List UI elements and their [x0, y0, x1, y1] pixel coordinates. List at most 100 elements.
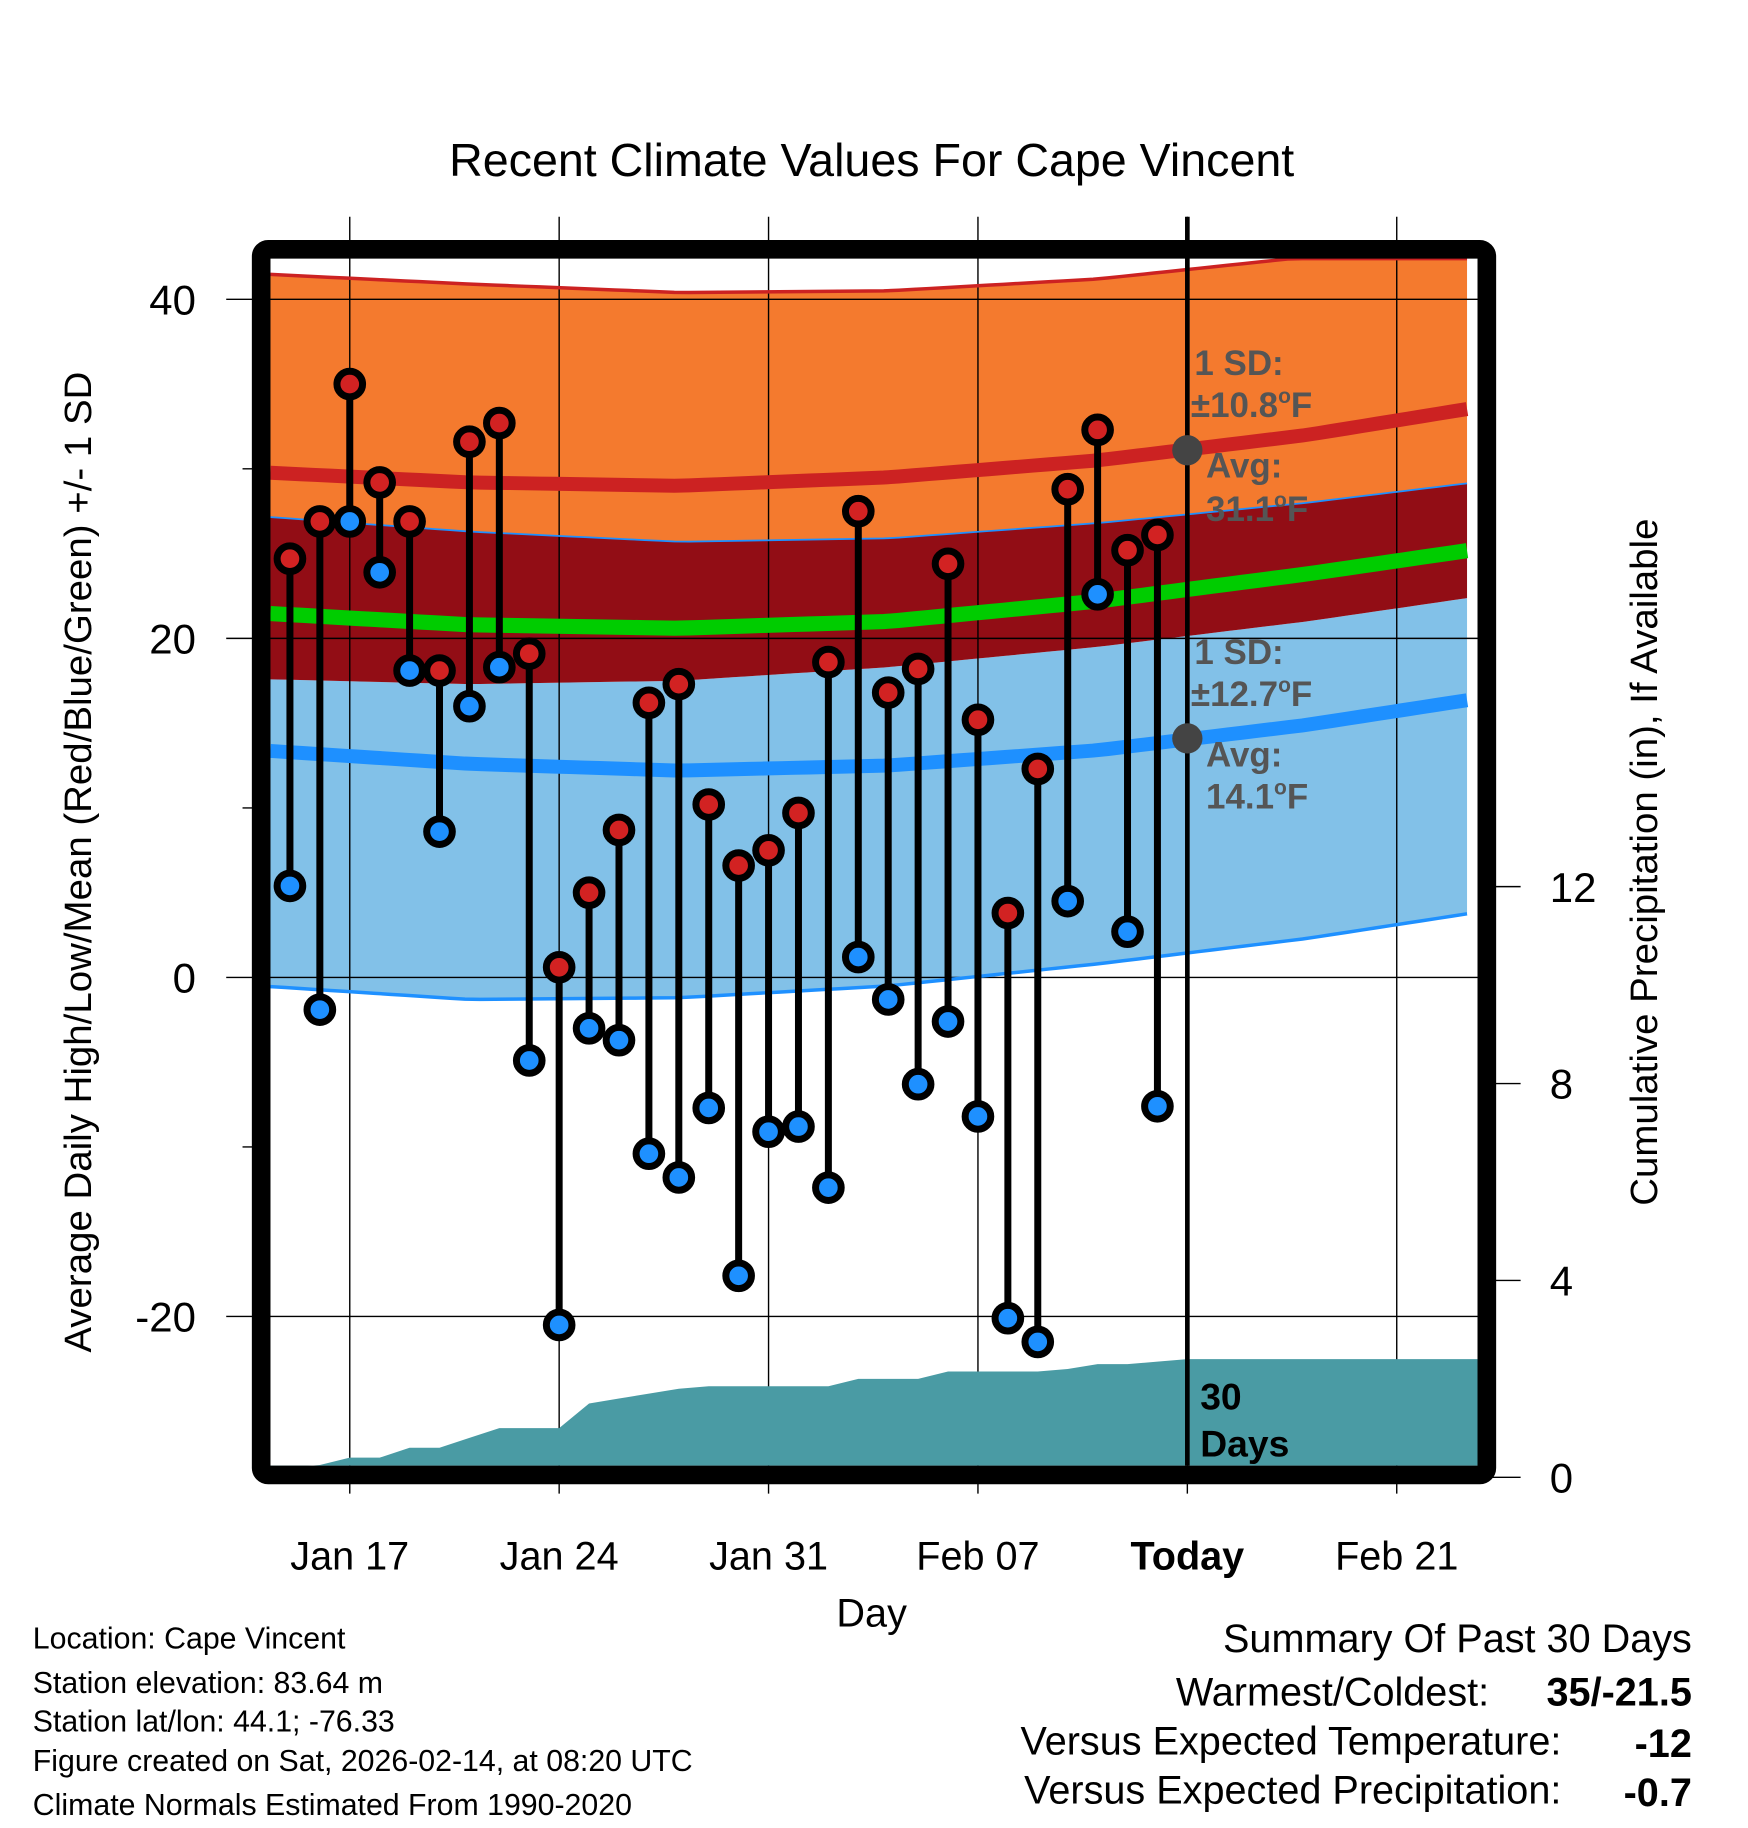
high-temp-point: [1021, 752, 1055, 786]
y-tick-label: 20: [149, 616, 196, 663]
low-temp-point: [991, 1301, 1025, 1335]
daily-record: [483, 406, 516, 684]
x-tick-label: Today: [1130, 1534, 1244, 1578]
summary-temp-value: -12: [1635, 1722, 1692, 1766]
daily-record: [1141, 518, 1174, 1123]
low-temp-point: [1111, 915, 1144, 948]
high-temp-point: [1081, 413, 1114, 447]
summary-warmest-label: Warmest/Coldest:: [1176, 1671, 1489, 1715]
footer-elevation: Station elevation: 83.64 m: [33, 1667, 383, 1700]
footer-created: Figure created on Sat, 2026-02-14, at 08…: [33, 1745, 693, 1778]
daily-record: [752, 833, 785, 1149]
high-avg-value: 31.1oF: [1206, 489, 1308, 529]
high-temp-point: [812, 645, 845, 679]
daily-record: [692, 788, 726, 1125]
daily-record: [1021, 752, 1055, 1359]
daily-record: [303, 505, 337, 1026]
high-temp-point: [1051, 472, 1085, 506]
y2-axis-label: Cumulative Precipitation (in), If Availa…: [1623, 519, 1666, 1206]
high-temp-point: [572, 876, 606, 909]
low-temp-point: [782, 1110, 815, 1143]
high-temp-point: [333, 367, 367, 401]
x-axis-label: Day: [836, 1591, 907, 1635]
low-sd-label: 1 SD:: [1194, 633, 1283, 672]
precip-cumulative-area: [270, 1359, 1478, 1478]
high-temp-point: [303, 505, 337, 538]
high-temp-point: [961, 703, 995, 737]
y-tick-label: 40: [149, 276, 196, 323]
low-temp-point: [722, 1259, 755, 1293]
low-temp-point: [602, 1023, 636, 1057]
daily-record: [1081, 413, 1114, 611]
daily-record: [871, 676, 905, 1016]
low-temp-point: [901, 1067, 935, 1101]
y2-tick-label: 0: [1550, 1454, 1573, 1501]
high-sd-band: [270, 258, 1468, 542]
daily-record: [572, 876, 606, 1045]
daily-record: [812, 645, 845, 1204]
summary-temp-label: Versus Expected Temperature:: [1020, 1720, 1561, 1764]
daily-record: [782, 796, 815, 1143]
y2-tick-label: 8: [1550, 1061, 1573, 1108]
high-temp-point: [363, 466, 396, 499]
y2-tick-label: 4: [1550, 1258, 1573, 1305]
low-temp-point: [483, 650, 516, 684]
precip-label-30: 30: [1200, 1376, 1241, 1418]
daily-record: [363, 466, 396, 589]
precip-area: [270, 1359, 1478, 1478]
low-temp-point: [333, 505, 367, 538]
daily-record: [961, 703, 995, 1133]
daily-record: [931, 547, 965, 1038]
x-tick-label: Feb 21: [1335, 1534, 1458, 1578]
summary-warmest-value: 35/-21.5: [1547, 1671, 1692, 1715]
low-avg-line: [270, 693, 1469, 778]
high-temp-point: [931, 547, 965, 581]
daily-record: [423, 654, 456, 848]
daily-record: [841, 494, 875, 974]
high-temp-point: [901, 652, 935, 686]
high-temp-point: [1141, 518, 1174, 552]
low-temp-point: [961, 1100, 995, 1133]
low-temp-point: [572, 1011, 606, 1045]
low-temp-point: [363, 555, 396, 589]
chart-title: Recent Climate Values For Cape Vincent: [449, 134, 1294, 186]
summary-precip-value: -0.7: [1624, 1771, 1692, 1815]
high-avg-marker: [1172, 435, 1203, 466]
low-temp-point: [931, 1005, 965, 1038]
daily-record: [273, 542, 307, 903]
high-temp-point: [453, 425, 486, 459]
high-temp-point: [692, 788, 726, 821]
daily-record: [901, 652, 935, 1101]
low-temp-point: [871, 983, 905, 1016]
high-temp-point: [632, 686, 666, 720]
low-avg-marker: [1172, 723, 1203, 754]
y-axis-label: Average Daily High/Low/Mean (Red/Blue/Gr…: [57, 372, 100, 1353]
daily-record: [512, 637, 546, 1077]
low-avg-label: Avg:: [1206, 736, 1282, 775]
low-avg-value: 14.1oF: [1206, 777, 1308, 817]
daily-record: [1111, 533, 1144, 948]
daily-stems: [273, 367, 1174, 1359]
daily-record: [542, 950, 576, 1342]
low-temp-point: [542, 1308, 576, 1342]
low-temp-point: [1021, 1325, 1055, 1359]
low-temp-point: [393, 654, 426, 687]
daily-record: [393, 505, 426, 687]
low-temp-point: [812, 1171, 845, 1204]
summary: Summary Of Past 30 Days Warmest/Coldest:…: [1020, 1617, 1691, 1815]
low-temp-point: [692, 1091, 726, 1125]
high-sd-label: 1 SD:: [1194, 344, 1283, 383]
low-temp-point: [273, 869, 307, 903]
low-temp-point: [1051, 884, 1085, 918]
daily-record: [333, 367, 367, 538]
high-avg-label: Avg:: [1206, 447, 1282, 486]
summary-precip-label: Versus Expected Precipitation:: [1024, 1769, 1561, 1813]
high-temp-point: [602, 813, 636, 847]
footer-latlon: Station lat/lon: 44.1; -76.33: [33, 1705, 395, 1738]
low-temp-point: [512, 1044, 546, 1077]
high-temp-point: [722, 849, 755, 882]
footer-normals: Climate Normals Estimated From 1990-2020: [33, 1789, 632, 1822]
y-tick-label: 0: [173, 955, 196, 1002]
daily-record: [632, 686, 666, 1171]
